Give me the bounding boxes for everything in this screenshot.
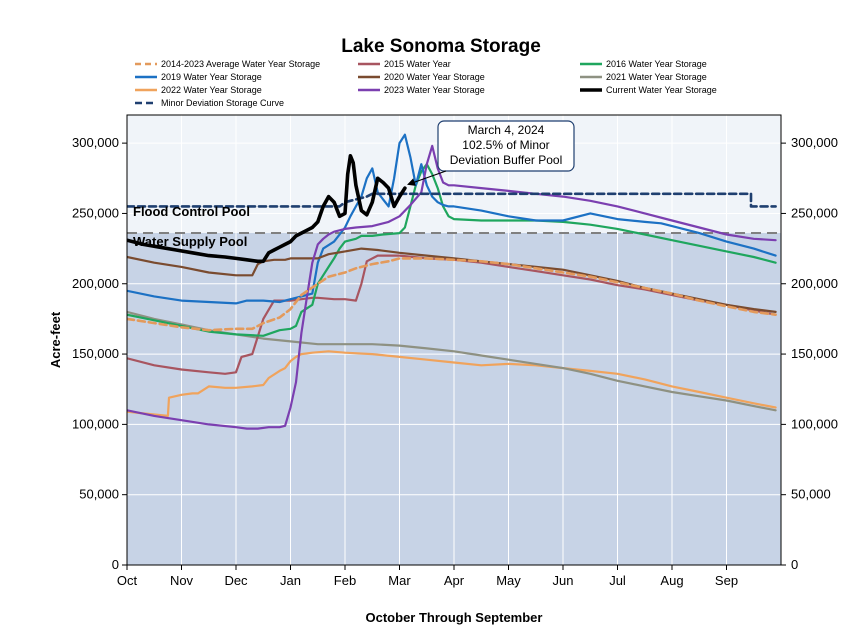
y-axis-right: 0 50,000 100,000 150,000 200,000 250,000 300,0… <box>781 135 838 572</box>
legend-label: 2020 Water Year Storage <box>384 72 485 82</box>
callout-line-1: March 4, 2024 <box>468 123 545 137</box>
callout: March 4, 2024 102.5% of Minor Deviation … <box>407 120 575 186</box>
y-tick-label-right: 250,000 <box>791 205 838 220</box>
series-line-2020-water-year-storage <box>127 247 777 313</box>
callout-line-2: 102.5% of Minor <box>462 138 549 152</box>
x-tick-label: Jun <box>553 573 574 588</box>
y-tick-label-left: 0 <box>112 557 119 572</box>
x-tick-label: Nov <box>170 573 194 588</box>
y-tick-label-left: 150,000 <box>72 346 119 361</box>
x-tick-label: Jan <box>280 573 301 588</box>
y-tick-label-left: 250,000 <box>72 205 119 220</box>
legend-label: 2015 Water Year <box>384 59 451 69</box>
x-tick-label: Dec <box>224 573 248 588</box>
y-tick-label-right: 300,000 <box>791 135 838 150</box>
legend-label: 2023 Water Year Storage <box>384 85 485 95</box>
x-tick-label: Sep <box>715 573 738 588</box>
series-line-2023-water-year-storage <box>127 144 777 430</box>
y-tick-label-left: 100,000 <box>72 416 119 431</box>
series-line-2014-2023-average-water-year-storage <box>127 257 777 332</box>
x-tick-label: Apr <box>444 573 465 588</box>
x-axis: Oct Nov Dec Jan Feb Mar Apr May Jun Jul Aug Sep <box>117 565 738 588</box>
y-tick-label-right: 50,000 <box>791 487 831 502</box>
y-tick-label-right: 200,000 <box>791 276 838 291</box>
x-tick-label: Aug <box>660 573 683 588</box>
legend-label: Minor Deviation Storage Curve <box>161 98 284 108</box>
x-tick-label: May <box>496 573 521 588</box>
x-tick-label: Mar <box>388 573 411 588</box>
x-tick-label: Jul <box>609 573 626 588</box>
y-axis-label: Acre-feet <box>48 311 63 368</box>
water-supply-pool-label: Water Supply Pool <box>133 234 247 249</box>
series-line-current-water-year-storage <box>127 154 407 264</box>
chart-title: Lake Sonoma Storage <box>341 36 541 57</box>
legend-label: 2022 Water Year Storage <box>161 85 262 95</box>
y-axis-left: 0 50,000 100,000 150,000 200,000 250,000 300,0… <box>72 135 127 572</box>
x-tick-label: Feb <box>334 573 356 588</box>
legend: 2014-2023 Average Water Year Storage 2015… <box>135 59 717 108</box>
series-line-2016-water-year-storage <box>127 163 777 337</box>
y-tick-label-left: 200,000 <box>72 276 119 291</box>
x-axis-label: October Through September <box>366 610 543 625</box>
flood-control-pool-label: Flood Control Pool <box>133 204 250 219</box>
y-tick-label-right: 100,000 <box>791 416 838 431</box>
series-line-2019-water-year-storage <box>127 133 777 305</box>
legend-label: 2014-2023 Average Water Year Storage <box>161 59 320 69</box>
y-tick-label-right: 150,000 <box>791 346 838 361</box>
y-tick-label-left: 50,000 <box>79 487 119 502</box>
callout-line-3: Deviation Buffer Pool <box>450 153 563 167</box>
legend-label: 2019 Water Year Storage <box>161 72 262 82</box>
y-tick-label-right: 0 <box>791 557 798 572</box>
legend-label: Current Water Year Storage <box>606 85 717 95</box>
series-layer <box>127 133 777 430</box>
legend-label: 2021 Water Year Storage <box>606 72 707 82</box>
callout-box <box>437 120 575 172</box>
y-tick-label-left: 300,000 <box>72 135 119 150</box>
callout-arrow <box>407 170 447 186</box>
series-line-2022-water-year-storage <box>127 350 777 417</box>
legend-label: 2016 Water Year Storage <box>606 59 707 69</box>
x-tick-label: Oct <box>117 573 138 588</box>
series-line-2015-water-year <box>127 254 777 375</box>
